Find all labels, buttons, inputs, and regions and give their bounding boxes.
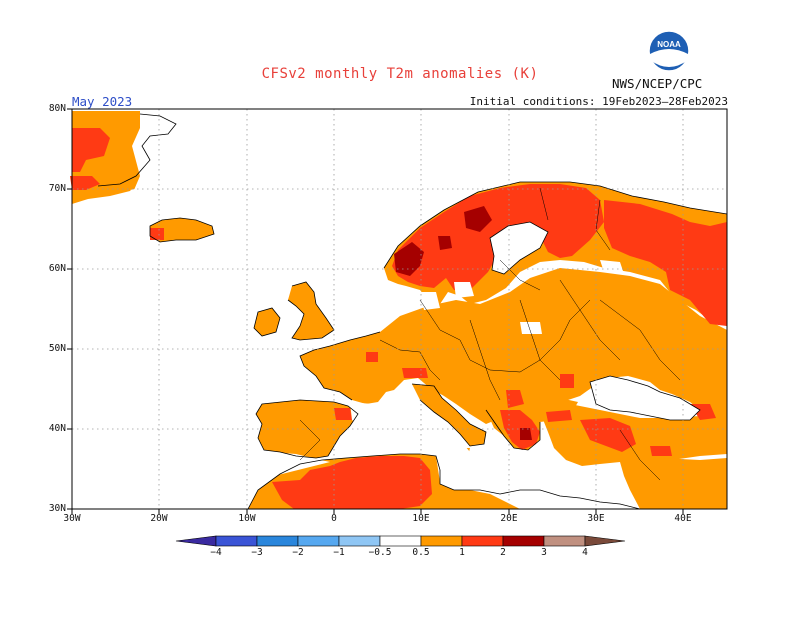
svg-text:NOAA: NOAA xyxy=(657,40,681,49)
lon-label: 10E xyxy=(412,513,430,524)
colorbar-label: −2 xyxy=(292,547,304,558)
colorbar-segment-4-3 xyxy=(215,535,258,547)
colorbar-segment-gt-4 xyxy=(584,535,626,547)
lat-label: 50N xyxy=(48,343,66,354)
colorbar-segment-3-4 xyxy=(543,535,586,547)
agency-label: NWS/NCEP/CPC xyxy=(612,76,703,91)
colorbar-label: 0.5 xyxy=(412,547,430,558)
coastlines xyxy=(97,113,728,510)
colorbar-segment-lt-4 xyxy=(175,535,217,547)
colorbar-segment-1-05 xyxy=(338,535,381,547)
colorbar-segment-2-1 xyxy=(297,535,340,547)
lat-label: 40N xyxy=(48,423,66,434)
lon-label: 10W xyxy=(238,513,256,524)
lat-label: 80N xyxy=(48,103,66,114)
colorbar-label: 1 xyxy=(459,547,465,558)
chart-title: CFSv2 monthly T2m anomalies (K) xyxy=(261,66,539,82)
graticule xyxy=(72,109,727,509)
lat-label: 30N xyxy=(48,503,66,514)
lon-label: 20W xyxy=(150,513,168,524)
lon-label: 40E xyxy=(674,513,692,524)
colorbar-segment-neutral xyxy=(379,535,422,547)
colorbar-segment-2-3 xyxy=(502,535,545,547)
colorbar-segment-3-2 xyxy=(256,535,299,547)
colorbar-label: −4 xyxy=(210,547,222,558)
colorbar-label: −0.5 xyxy=(368,547,392,558)
colorbar-label: 3 xyxy=(541,547,547,558)
colorbar-label: 2 xyxy=(500,547,506,558)
colorbar-segment-1-2 xyxy=(461,535,504,547)
colorbar-label: −1 xyxy=(333,547,345,558)
colorbar-label: 4 xyxy=(582,547,588,558)
lon-label: 0 xyxy=(331,513,337,524)
lon-label: 30E xyxy=(587,513,605,524)
anomaly-class-2-to-3 xyxy=(394,206,532,440)
colorbar xyxy=(175,535,626,547)
colorbar-label: −3 xyxy=(251,547,263,558)
lat-label: 60N xyxy=(48,263,66,274)
lon-label: 20E xyxy=(500,513,518,524)
colorbar-segment-05-1 xyxy=(420,535,463,547)
lat-label: 70N xyxy=(48,183,66,194)
noaa-logo: NOAA xyxy=(648,30,690,72)
initial-conditions: Initial conditions: 19Feb2023–28Feb2023 xyxy=(469,95,728,108)
map-frame xyxy=(67,108,728,514)
forecast-month: May 2023 xyxy=(72,94,133,109)
lon-label: 30W xyxy=(63,513,81,524)
